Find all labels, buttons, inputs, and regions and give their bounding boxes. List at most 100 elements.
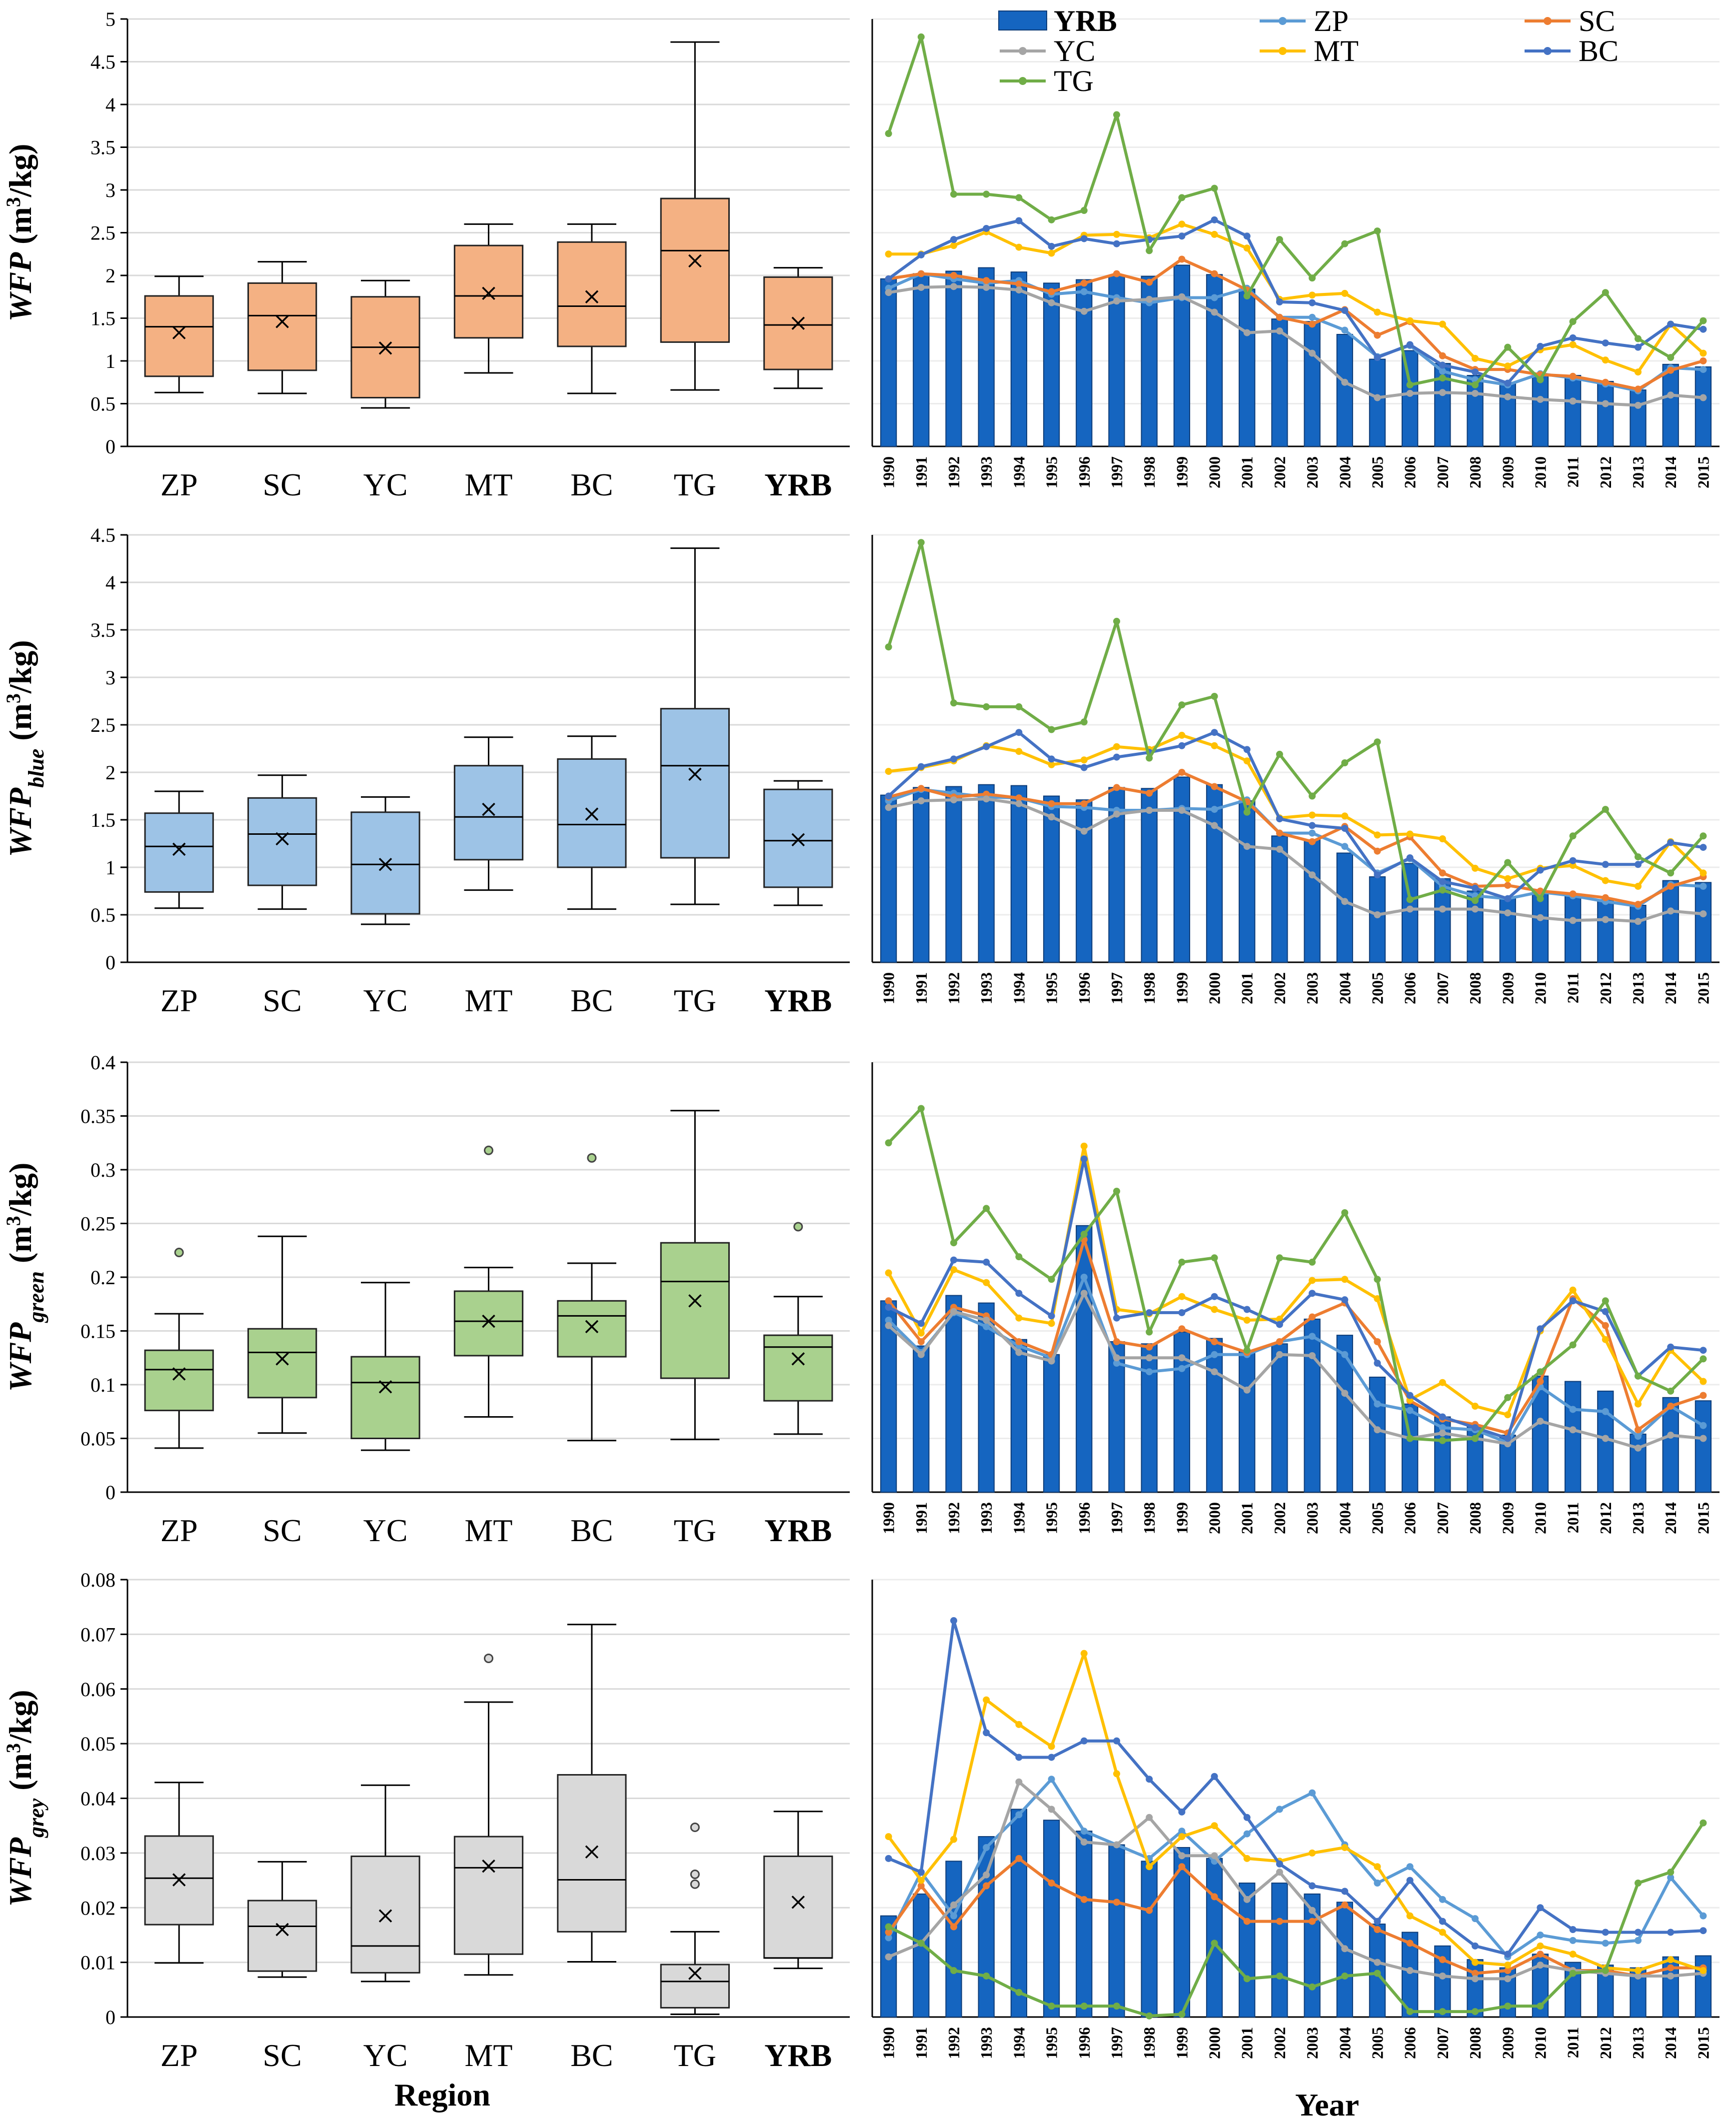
year-label: 2015 xyxy=(1694,456,1712,488)
point-TG xyxy=(1080,718,1088,726)
point-BC xyxy=(1015,217,1023,224)
point-BC xyxy=(1276,298,1283,306)
y-label-unit: (m xyxy=(2,703,38,749)
point-SC xyxy=(1667,366,1675,374)
y-tick-label: 0.05 xyxy=(80,1733,115,1755)
mean-marker xyxy=(482,286,495,300)
point-BC xyxy=(1537,342,1544,350)
y-label-unit: (m xyxy=(2,207,38,252)
point-YC xyxy=(983,1317,990,1324)
point-SC xyxy=(1569,372,1577,380)
series-panel-grey: 1990 1991 1992 1993 1994 1995 1996 1997 1998 1999… xyxy=(871,1579,1720,2059)
point-SC xyxy=(1504,882,1512,889)
point-SC xyxy=(1537,1951,1544,1958)
point-YC xyxy=(1146,1354,1153,1362)
point-YC xyxy=(1243,1896,1251,1903)
point-TG xyxy=(1080,1231,1088,1238)
bar-YRB-2000 xyxy=(1206,274,1223,447)
bar-YRB-1993 xyxy=(978,267,995,447)
point-ZP xyxy=(1341,843,1349,850)
point-TG xyxy=(1113,2003,1120,2010)
point-YC xyxy=(1374,911,1381,918)
line-SC xyxy=(887,1238,1704,1435)
bar-YRB-2004 xyxy=(1336,333,1353,447)
legend-swatch-marker xyxy=(1544,17,1552,25)
year-label: 1993 xyxy=(977,456,995,488)
year-label: 2005 xyxy=(1368,456,1386,488)
point-MT xyxy=(1569,341,1577,348)
point-ZP xyxy=(1080,288,1088,295)
point-BC xyxy=(1080,1737,1088,1745)
point-BC xyxy=(1048,1754,1055,1761)
point-BC xyxy=(1374,1360,1381,1367)
outlier-point xyxy=(484,1654,493,1663)
bar-YRB-2013 xyxy=(1630,389,1647,447)
year-label: 1999 xyxy=(1173,2027,1191,2059)
point-MT xyxy=(1472,864,1479,872)
mean-marker xyxy=(791,833,805,847)
year-label: 2003 xyxy=(1303,2027,1321,2059)
legend-label: YRB xyxy=(1054,4,1117,37)
point-TG xyxy=(1341,759,1349,766)
point-TG xyxy=(1406,2008,1414,2016)
point-SC xyxy=(1667,1964,1675,1972)
point-YC xyxy=(1667,1972,1675,1980)
year-label: 2007 xyxy=(1434,1502,1452,1534)
point-YC xyxy=(1309,1352,1316,1359)
category-label: TG xyxy=(674,467,716,502)
bar-YRB-2009 xyxy=(1499,897,1516,963)
point-YC xyxy=(1406,1967,1414,1975)
year-label: 1999 xyxy=(1173,972,1191,1004)
category-label: MT xyxy=(465,983,513,1018)
point-BC xyxy=(1439,878,1446,885)
point-MT xyxy=(983,1279,990,1286)
point-TG xyxy=(1146,754,1153,762)
y-tick-label: 0.05 xyxy=(80,1428,115,1450)
point-MT xyxy=(1635,368,1642,376)
point-TG xyxy=(1700,832,1707,840)
bar-YRB-2003 xyxy=(1304,321,1321,447)
point-YC xyxy=(1048,813,1055,821)
bar-YRB-1998 xyxy=(1141,1861,1158,2018)
box-BC xyxy=(557,1624,627,1963)
point-TG xyxy=(885,643,892,651)
point-SC xyxy=(1048,1880,1055,1887)
point-BC xyxy=(1602,1929,1609,1936)
point-YC xyxy=(1537,395,1544,403)
point-SC xyxy=(1700,1392,1707,1399)
bar-YRB-1992 xyxy=(945,1861,962,2018)
point-BC xyxy=(1569,334,1577,341)
point-YC xyxy=(1113,1354,1120,1362)
y-tick-label: 3.5 xyxy=(90,136,115,159)
point-YC xyxy=(1309,349,1316,357)
year-label: 2015 xyxy=(1694,1502,1712,1534)
box-iqr xyxy=(763,1334,833,1402)
point-BC xyxy=(1309,299,1316,306)
point-YC xyxy=(917,1351,925,1358)
point-MT xyxy=(1211,230,1218,238)
point-ZP xyxy=(1211,1351,1218,1358)
point-YC xyxy=(1667,1432,1675,1439)
point-BC xyxy=(1113,753,1120,761)
point-YC xyxy=(1667,907,1675,915)
point-YC xyxy=(1439,905,1446,913)
point-TG xyxy=(1504,343,1512,351)
point-ZP xyxy=(1667,1874,1675,1882)
point-SC xyxy=(1439,1956,1446,1964)
box-iqr xyxy=(144,812,214,893)
x-axis-title-region: Region xyxy=(394,2077,490,2113)
point-YC xyxy=(1341,898,1349,905)
point-YC xyxy=(1406,389,1414,397)
point-SC xyxy=(1602,1322,1609,1329)
bar-YRB-2012 xyxy=(1597,899,1614,963)
point-YC xyxy=(1211,1852,1218,1860)
point-YC xyxy=(1048,1806,1055,1813)
box-iqr xyxy=(247,797,317,886)
point-YC xyxy=(1113,1841,1120,1849)
bar-YRB-1992 xyxy=(945,270,962,447)
point-ZP xyxy=(1146,1368,1153,1376)
point-TG xyxy=(1341,1209,1349,1216)
legend-label: BC xyxy=(1579,34,1619,67)
year-label: 1997 xyxy=(1108,972,1126,1004)
box-MT xyxy=(453,1145,524,1418)
